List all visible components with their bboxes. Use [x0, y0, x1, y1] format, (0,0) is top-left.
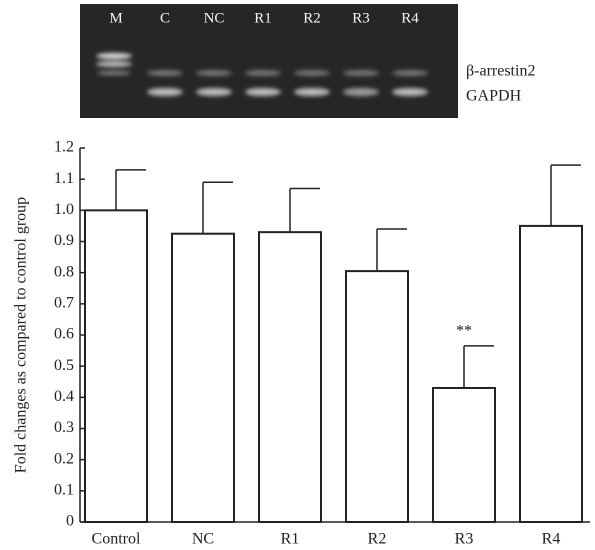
band — [343, 88, 379, 96]
y-tick-label: 0.4 — [54, 388, 74, 405]
band — [196, 70, 232, 76]
bar — [172, 234, 234, 522]
x-tick-label: R4 — [542, 531, 561, 548]
band-label: GAPDH — [466, 88, 522, 105]
y-tick-label: 0.3 — [54, 419, 74, 436]
lane-label: R4 — [401, 10, 419, 26]
y-tick-label: 0.1 — [54, 482, 74, 499]
x-tick-label: R1 — [281, 531, 300, 548]
lane-label: M — [109, 10, 122, 26]
y-tick-label: 0.5 — [54, 357, 74, 374]
y-tick-label: 0.7 — [54, 295, 74, 312]
bar — [346, 271, 408, 522]
x-tick-label: Control — [92, 531, 141, 548]
lane-label: R3 — [352, 10, 370, 26]
figure: β-arrestin2 GAPDH Fold changes as compar… — [0, 0, 595, 550]
y-tick-label: 1.1 — [54, 170, 74, 187]
band — [392, 88, 428, 96]
y-axis-label: Fold changes as compared to control grou… — [13, 197, 30, 473]
band — [294, 70, 330, 76]
band — [343, 70, 379, 76]
significance: ** — [456, 323, 472, 340]
bar — [520, 226, 582, 522]
y-tick-label: 0.9 — [54, 232, 74, 249]
x-tick-label: NC — [192, 531, 214, 548]
band — [147, 88, 183, 96]
lane-label: R1 — [254, 10, 272, 26]
band — [245, 88, 281, 96]
y-tick-label: 1.2 — [54, 139, 74, 156]
bar — [259, 232, 321, 522]
bar — [85, 210, 147, 522]
band — [147, 70, 183, 76]
lane-label: NC — [204, 10, 225, 26]
band — [294, 88, 330, 96]
band-label: β-arrestin2 — [466, 63, 535, 80]
x-tick-label: R3 — [455, 531, 474, 548]
y-tick-label: 0.2 — [54, 450, 74, 467]
band — [196, 88, 232, 96]
y-tick-label: 0 — [66, 513, 74, 530]
band — [245, 70, 281, 76]
lane-label: R2 — [303, 10, 321, 26]
y-tick-label: 1.0 — [54, 201, 74, 218]
y-tick-label: 0.6 — [54, 326, 74, 343]
bar — [433, 388, 495, 522]
band — [392, 70, 428, 76]
lane-label: C — [160, 10, 170, 26]
y-tick-label: 0.8 — [54, 263, 74, 280]
x-tick-label: R2 — [368, 531, 387, 548]
